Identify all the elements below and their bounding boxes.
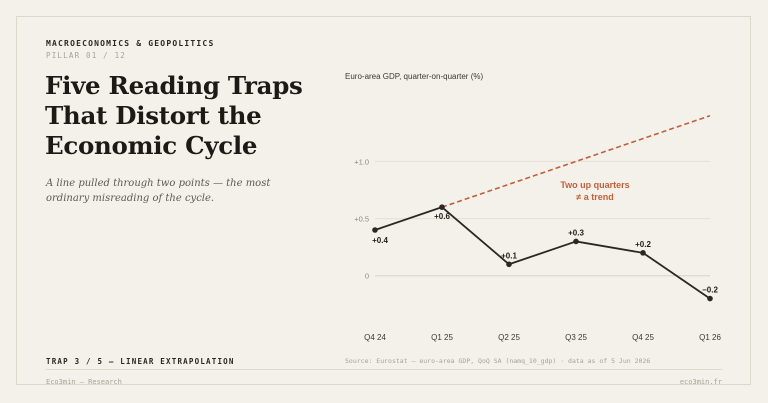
annotation-layer: Two up quarters ≠ a trend (560, 180, 629, 202)
x-tick-label: Q1 26 (699, 333, 721, 342)
data-point (506, 261, 512, 268)
series-line (374, 206, 711, 300)
data-label: +0.1 (501, 251, 517, 260)
footer-divider (46, 369, 722, 370)
data-label: +0.3 (568, 228, 584, 237)
data-point (707, 295, 713, 302)
page-subtitle: A line pulled through two points — the m… (46, 178, 271, 204)
brand-name: Eco3min — Research (46, 378, 122, 386)
section-kicker: MACROECONOMICS & GEOPOLITICS (46, 39, 215, 48)
data-point (372, 227, 378, 233)
slide-frame (16, 16, 751, 385)
pillar-counter: PILLAR 01 / 12 (46, 51, 127, 60)
annotation-text: Two up quarters (560, 180, 629, 190)
data-label: +0.2 (635, 240, 651, 249)
y-tick-label: 0 (365, 272, 369, 281)
data-label: −0.2 (702, 286, 718, 295)
extrapolation-line (441, 114, 711, 208)
source-note: Source: Eurostat — euro-area GDP, QoQ SA… (345, 357, 651, 365)
extrapolation-layer (441, 114, 711, 208)
data-label: +0.4 (372, 236, 388, 245)
data-point-layer (372, 204, 713, 302)
x-tick-label: Q4 24 (364, 333, 386, 342)
grid-layer: 0 +0.5 +1.0 (354, 157, 710, 281)
data-point (573, 238, 579, 245)
x-tick-label: Q3 25 (565, 333, 587, 342)
trap-label: TRAP 3 / 5 — LINEAR EXTRAPOLATION (46, 357, 235, 366)
x-tick-label: Q2 25 (498, 333, 520, 342)
data-point (439, 204, 445, 210)
series-line-layer (374, 206, 711, 300)
chart-caption: Euro-area GDP, quarter-on-quarter (%) (345, 72, 484, 81)
data-point (640, 250, 646, 256)
x-tick-label: Q1 25 (431, 333, 453, 342)
page-title: Five Reading Traps That Distort the Econ… (45, 71, 303, 160)
gdp-line-chart: 0 +0.5 +1.0 +0.4 +0.6 +0.1 +0.3 +0.2 −0.2 Q4 24… (354, 114, 721, 342)
data-label: +0.6 (434, 212, 450, 221)
y-tick-label: +0.5 (354, 215, 369, 224)
data-label-layer: +0.4 +0.6 +0.1 +0.3 +0.2 −0.2 (372, 212, 718, 294)
axis-label-layer: Q4 24 Q1 25 Q2 25 Q3 25 Q4 25 Q1 26 (364, 333, 721, 342)
site-link[interactable]: eco3min.fr (679, 378, 722, 386)
annotation-text: ≠ a trend (576, 192, 613, 202)
y-tick-label: +1.0 (354, 157, 369, 166)
x-tick-label: Q4 25 (632, 333, 654, 342)
